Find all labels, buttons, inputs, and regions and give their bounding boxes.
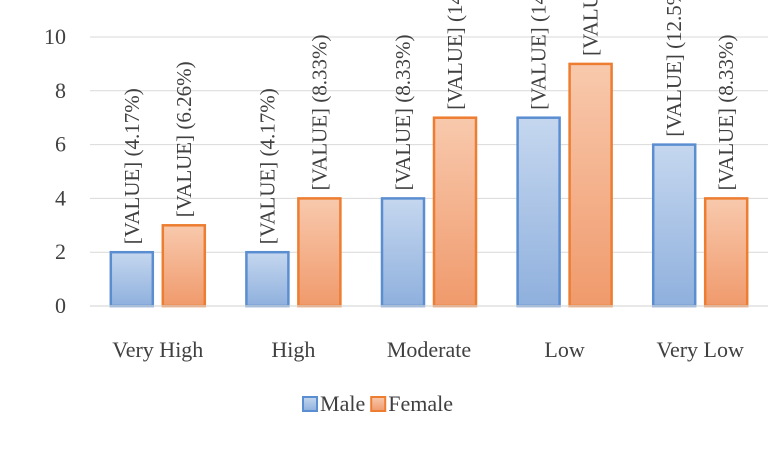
- legend-item-male: Male: [302, 391, 365, 416]
- data-label: [VALUE] (18.75%): [579, 0, 603, 56]
- legend-label: Female: [388, 391, 453, 416]
- y-tick-label: 0: [55, 293, 66, 318]
- bar-male-low: [516, 116, 561, 308]
- bar-male-very-low: [651, 143, 697, 308]
- bar-female-very-low: [703, 197, 749, 308]
- data-label: [VALUE] (8.33%): [391, 34, 415, 190]
- data-label: [VALUE] (6.26%): [172, 61, 196, 217]
- x-tick-label: Moderate: [387, 337, 471, 362]
- data-label: [VALUE] (8.33%): [307, 34, 331, 190]
- bar-male-very-high: [109, 250, 155, 308]
- bar-male-high: [245, 250, 290, 308]
- bars: [109, 62, 749, 308]
- y-tick-label: 6: [55, 132, 66, 157]
- y-tick-label: 10: [44, 24, 66, 49]
- data-label: [VALUE] (4.17%): [255, 88, 279, 244]
- x-tick-label: Very Low: [657, 337, 744, 362]
- x-tick-label: Very High: [112, 337, 203, 362]
- data-label: [VALUE] (14.58%): [527, 0, 551, 110]
- data-labels: [VALUE] (4.17%) [VALUE] (6.26%) [VALUE] (4…: [120, 0, 738, 244]
- bar-female-low: [568, 62, 613, 308]
- x-tick-label: Low: [544, 337, 584, 362]
- y-tick-label: 2: [55, 239, 66, 264]
- legend-item-female: Female: [370, 391, 453, 416]
- bar-female-very-high: [161, 224, 207, 308]
- axes: 0 2 4 6 8 10 Very High High Moderate Low Very Low: [44, 24, 768, 362]
- data-label: [VALUE] (14.58%): [443, 0, 467, 110]
- legend-swatch: [302, 396, 319, 412]
- y-tick-label: 8: [55, 78, 66, 103]
- data-label: [VALUE] (12.5%): [662, 0, 686, 137]
- data-label: [VALUE] (8.33%): [714, 34, 738, 190]
- bar-male-moderate: [380, 197, 426, 308]
- legend-label: Male: [320, 391, 365, 416]
- x-tick-label: High: [271, 337, 315, 362]
- data-label: [VALUE] (4.17%): [120, 88, 144, 244]
- legend-swatch: [370, 396, 387, 412]
- legend: Male Female: [302, 391, 453, 416]
- y-tick-label: 4: [55, 185, 66, 210]
- bar-female-high: [297, 197, 342, 308]
- bar-female-moderate: [432, 116, 478, 308]
